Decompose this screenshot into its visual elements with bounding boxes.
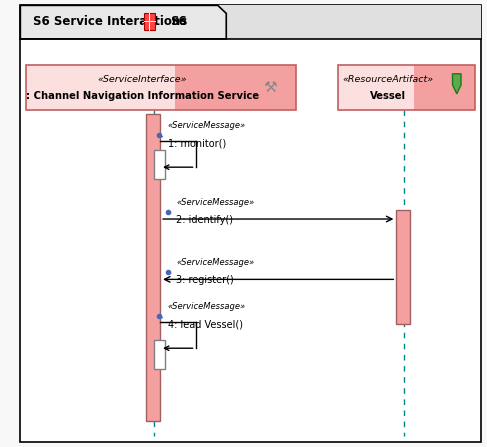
Bar [396,210,411,324]
Text: Vessel: Vessel [370,91,406,101]
Text: 3: register(): 3: register() [176,275,234,285]
Bar [338,65,413,110]
Bar [174,65,296,110]
Text: ⚒: ⚒ [263,80,277,95]
Text: 2: identify(): 2: identify() [176,215,233,224]
Text: «ResourceArtifact»: «ResourceArtifact» [342,75,433,84]
Text: 4: lead Vessel(): 4: lead Vessel() [168,319,243,329]
Text: «ServiceInterface»: «ServiceInterface» [97,75,187,84]
Bar [26,65,174,110]
Text: «ServiceMessage»: «ServiceMessage» [176,258,254,267]
Text: «ServiceMessage»: «ServiceMessage» [168,121,246,130]
Bar [20,5,481,39]
Text: 1: monitor(): 1: monitor() [168,138,226,148]
Bar [413,65,475,110]
Polygon shape [20,5,226,39]
Text: «ServiceMessage»: «ServiceMessage» [176,198,254,207]
Polygon shape [452,74,461,94]
Text: S6: S6 [170,15,187,28]
Text: S6 Service Interactions: S6 Service Interactions [33,15,187,28]
Bar [26,65,296,110]
Bar [144,13,155,30]
Text: «ServiceMessage»: «ServiceMessage» [168,302,246,311]
Bar [154,340,165,369]
Text: : Channel Navigation Information Service: : Channel Navigation Information Service [26,91,259,101]
Bar [154,150,165,179]
Bar [338,65,475,110]
Bar [146,114,160,421]
